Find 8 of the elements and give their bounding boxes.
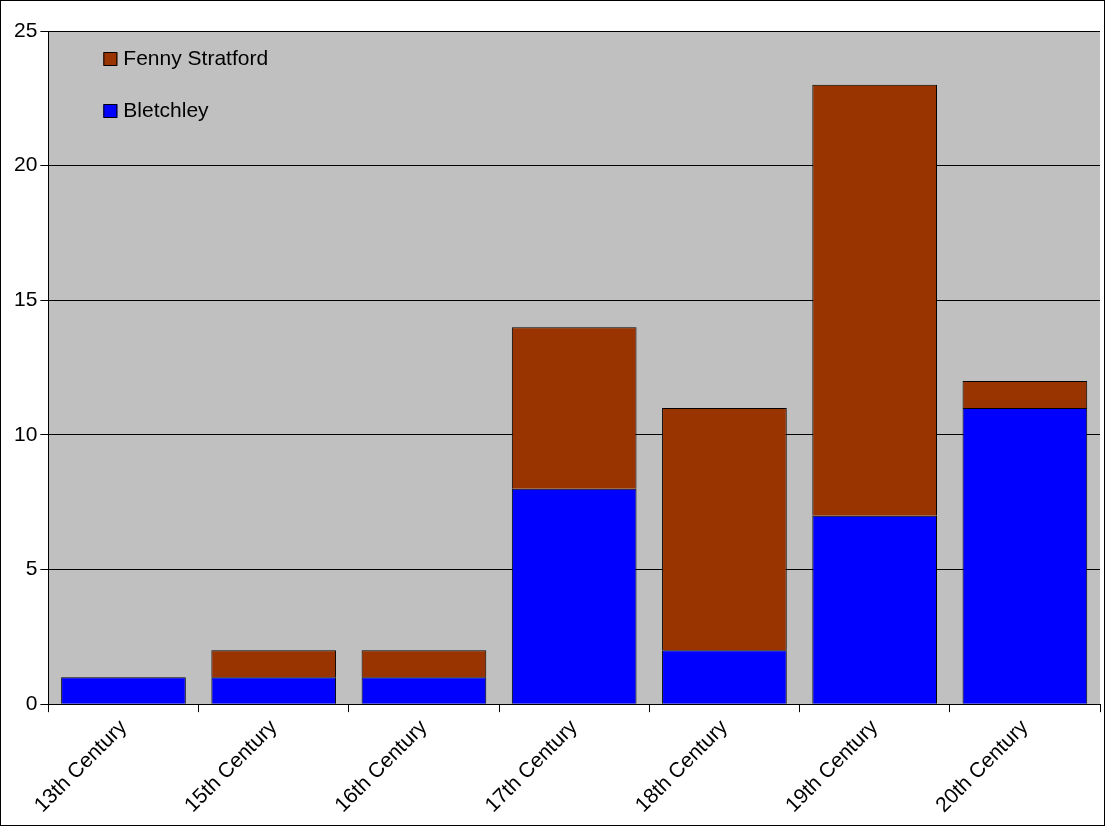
legend-label: Fenny Stratford xyxy=(123,45,269,69)
y-tick-label: 10 xyxy=(14,421,38,445)
y-tick-label: 25 xyxy=(14,17,38,41)
y-tick-label: 0 xyxy=(25,690,38,714)
y-tick-label: 15 xyxy=(14,287,38,311)
y-tick-label: 5 xyxy=(25,556,38,580)
y-tick-label: 20 xyxy=(14,152,38,176)
legend-label: Bletchley xyxy=(123,97,210,121)
